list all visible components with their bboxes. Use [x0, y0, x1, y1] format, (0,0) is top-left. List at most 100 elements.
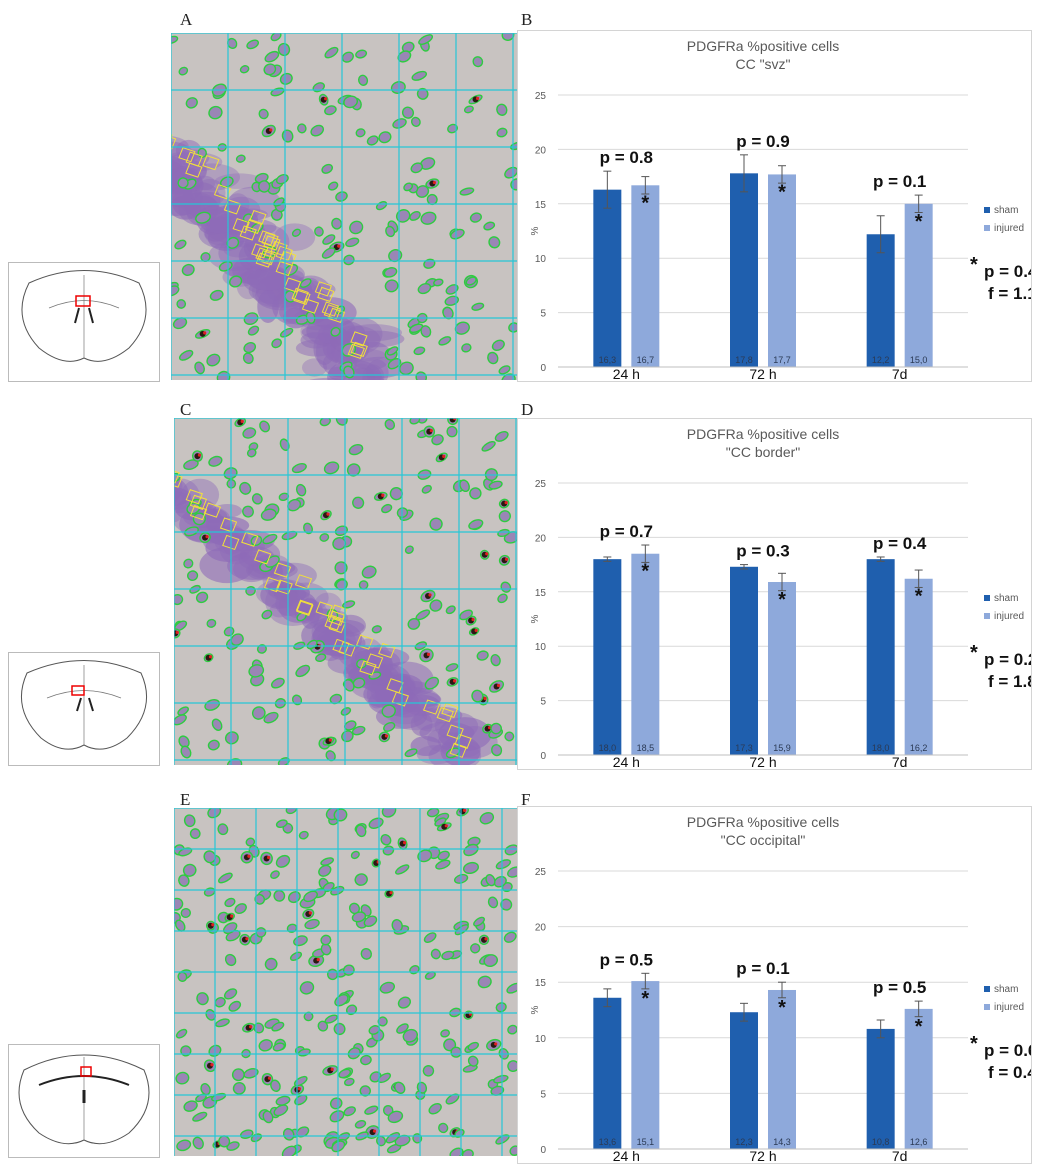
chart-title: PDGFRa %positive cells — [687, 426, 840, 442]
legend-swatch — [984, 986, 990, 992]
x-category-label: 72 h — [749, 1148, 776, 1163]
microscopy-image-occipital — [174, 808, 517, 1156]
y-tick-label: 10 — [535, 642, 547, 653]
x-category-label: 24 h — [613, 366, 640, 381]
y-axis-label: % — [530, 1005, 541, 1014]
y-axis-label: % — [530, 226, 541, 235]
bar-injured — [768, 989, 796, 1149]
bar-sham — [593, 559, 622, 755]
significance-asterisk: * — [915, 211, 923, 233]
bar-sham — [730, 173, 758, 367]
stats-p-value: p = 0.2 — [984, 650, 1031, 669]
panel-letter-c: C — [180, 400, 192, 419]
y-tick-label: 25 — [535, 479, 547, 490]
brain-atlas-thumbnail — [8, 1044, 160, 1158]
stats-f-value: f = 1.8 — [988, 672, 1031, 691]
data-label: 16,7 — [637, 355, 655, 365]
x-category-label: 7d — [892, 366, 908, 381]
tissue-background — [174, 808, 517, 1156]
significance-asterisk: * — [641, 192, 649, 214]
data-label: 17,7 — [773, 355, 791, 365]
significance-asterisk: * — [915, 586, 923, 608]
stats-p-value: p = 0.6 — [984, 1041, 1031, 1060]
stats-asterisk: * — [970, 1033, 978, 1055]
bar-sham — [593, 997, 622, 1149]
bar-sham — [866, 234, 895, 367]
chart-title: PDGFRa %positive cells — [687, 814, 840, 830]
legend-label: sham — [994, 984, 1018, 995]
data-label: 15,0 — [910, 355, 928, 365]
significance-asterisk: * — [915, 1016, 923, 1038]
significance-asterisk: * — [641, 988, 649, 1010]
legend-swatch — [984, 1004, 990, 1010]
legend-label: injured — [994, 611, 1024, 622]
grid-overlay — [174, 418, 517, 765]
bar-sham — [593, 189, 622, 367]
brain-atlas-thumbnail — [8, 262, 160, 382]
bar-injured — [768, 582, 796, 755]
data-label: 18,0 — [599, 743, 617, 753]
microscopy-image-border — [174, 418, 517, 765]
stats-p-value: p = 0.4 — [984, 262, 1031, 281]
y-tick-label: 15 — [535, 200, 547, 211]
legend-label: injured — [994, 1002, 1024, 1013]
bar-chart-occipital: PDGFRa %positive cells "CC occipital" 0 5 10… — [517, 806, 1032, 1164]
x-category-label: 72 h — [749, 754, 776, 769]
x-category-label: 7d — [892, 754, 908, 769]
data-label: 16,3 — [599, 355, 617, 365]
data-label: 12,3 — [735, 1137, 753, 1147]
p-value-label: p = 0.1 — [736, 959, 789, 978]
brain-atlas-thumbnail — [8, 652, 160, 766]
chart-subtitle: "CC occipital" — [721, 832, 806, 848]
data-label: 16,2 — [910, 743, 928, 753]
p-value-label: p = 0.9 — [736, 132, 789, 151]
data-label: 18,0 — [872, 743, 890, 753]
panel-letter-d: D — [521, 400, 534, 419]
bar-chart-svz: PDGFRa %positive cells CC "svz" 0 5 10 15 20 25… — [517, 30, 1032, 382]
y-tick-label: 5 — [540, 697, 546, 708]
chart-subtitle: CC "svz" — [735, 56, 790, 72]
x-category-label: 7d — [892, 1148, 908, 1163]
legend-label: injured — [994, 223, 1024, 234]
x-category-label: 72 h — [749, 366, 776, 381]
y-tick-label: 5 — [540, 309, 546, 320]
data-label: 15,9 — [773, 743, 791, 753]
p-value-label: p = 0.5 — [600, 950, 653, 969]
bar-sham — [866, 559, 895, 755]
data-label: 17,8 — [735, 355, 753, 365]
legend-label: sham — [994, 593, 1018, 604]
data-label: 12,6 — [910, 1137, 928, 1147]
bar-injured — [631, 185, 660, 367]
data-label: 10,8 — [872, 1137, 890, 1147]
bar-sham — [730, 1012, 758, 1149]
y-tick-label: 10 — [535, 254, 547, 265]
y-tick-label: 20 — [535, 533, 547, 544]
y-axis-label: % — [530, 614, 541, 623]
stats-f-value: f = 0.4 — [988, 1063, 1031, 1082]
cell-outlines — [174, 418, 517, 765]
bar-chart-border: PDGFRa %positive cells "CC border" 0 5 10 15 2… — [517, 418, 1032, 770]
data-label: 15,1 — [637, 1137, 655, 1147]
y-tick-label: 0 — [540, 751, 546, 762]
bar-injured — [904, 1008, 933, 1149]
bar-injured — [631, 553, 660, 755]
y-tick-label: 0 — [540, 363, 546, 374]
y-tick-label: 25 — [535, 867, 547, 878]
legend-swatch — [984, 613, 990, 619]
y-tick-label: 25 — [535, 91, 547, 102]
p-value-label: p = 0.4 — [873, 534, 927, 553]
microscopy-image-svz — [171, 33, 517, 380]
panel-letter-e: E — [180, 790, 191, 809]
chart-title: PDGFRa %positive cells — [687, 38, 840, 54]
panel-letter-a: A — [180, 10, 193, 29]
bar-injured — [631, 981, 660, 1149]
data-label: 12,2 — [872, 355, 890, 365]
p-value-label: p = 0.1 — [873, 172, 926, 191]
x-category-label: 24 h — [613, 1148, 640, 1163]
grid-overlay — [174, 808, 517, 1156]
p-value-label: p = 0.3 — [736, 542, 789, 561]
panel-letter-f: F — [521, 790, 531, 809]
data-label: 17,3 — [735, 743, 753, 753]
chart-subtitle: "CC border" — [726, 444, 801, 460]
p-value-label: p = 0.8 — [600, 148, 653, 167]
